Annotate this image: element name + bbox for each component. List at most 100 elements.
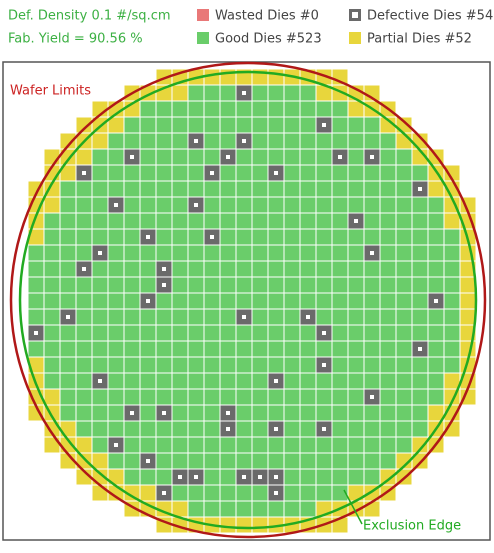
good-die (203, 500, 221, 518)
partial-die (459, 244, 477, 262)
good-die (395, 388, 413, 406)
good-die (331, 436, 349, 454)
good-die (443, 340, 461, 358)
good-die (331, 292, 349, 310)
good-die (363, 212, 381, 230)
partial-die (59, 420, 77, 438)
good-die (347, 436, 365, 454)
good-die (91, 148, 109, 166)
good-die (331, 164, 349, 182)
good-die (235, 100, 253, 118)
good-die (187, 500, 205, 518)
good-die (203, 372, 221, 390)
good-die (75, 292, 93, 310)
defect-dot (242, 315, 246, 319)
good-die (171, 244, 189, 262)
good-die (379, 212, 397, 230)
good-die (187, 452, 205, 470)
good-die (347, 308, 365, 326)
good-die (299, 420, 317, 438)
good-die (347, 196, 365, 214)
good-die (331, 308, 349, 326)
good-die (187, 436, 205, 454)
good-die (267, 84, 285, 102)
good-die (283, 228, 301, 246)
good-die (411, 404, 429, 422)
good-die (363, 356, 381, 374)
good-die (251, 196, 269, 214)
good-die (187, 212, 205, 230)
good-die (203, 356, 221, 374)
good-die (299, 468, 317, 486)
good-die (155, 468, 173, 486)
good-die (379, 132, 397, 150)
good-die (363, 452, 381, 470)
defect-dot (194, 203, 198, 207)
good-die (315, 436, 333, 454)
good-die (107, 308, 125, 326)
good-die (315, 164, 333, 182)
good-die (107, 244, 125, 262)
good-die (251, 276, 269, 294)
good-die (251, 260, 269, 278)
good-die (299, 276, 317, 294)
good-die (123, 436, 141, 454)
good-die (379, 404, 397, 422)
good-die (59, 228, 77, 246)
good-die (187, 244, 205, 262)
good-die (299, 340, 317, 358)
good-die (75, 340, 93, 358)
defect-dot (354, 219, 358, 223)
good-die (331, 356, 349, 374)
good-die (155, 116, 173, 134)
good-die (235, 212, 253, 230)
good-die (187, 420, 205, 438)
good-die (235, 436, 253, 454)
good-die (139, 436, 157, 454)
good-die (299, 84, 317, 102)
good-die (283, 420, 301, 438)
good-die (315, 148, 333, 166)
good-die (59, 244, 77, 262)
partial-die (219, 516, 237, 534)
good-die (299, 100, 317, 118)
good-die (235, 500, 253, 518)
good-die (155, 164, 173, 182)
good-die (251, 436, 269, 454)
exclusion-pointer (343, 489, 363, 525)
good-die (251, 84, 269, 102)
partial-die (235, 516, 253, 534)
defect-dot (338, 155, 342, 159)
good-die (427, 308, 445, 326)
defect-dot (226, 155, 230, 159)
good-die (123, 468, 141, 486)
good-die (299, 356, 317, 374)
good-die (379, 308, 397, 326)
partial-die (251, 516, 269, 534)
good-die (363, 340, 381, 358)
good-die (235, 116, 253, 134)
good-die (331, 244, 349, 262)
good-die (43, 292, 61, 310)
good-die (363, 116, 381, 134)
good-die (107, 356, 125, 374)
good-die (315, 132, 333, 150)
good-die (395, 260, 413, 278)
good-die (235, 340, 253, 358)
good-die (107, 388, 125, 406)
good-die (379, 164, 397, 182)
defect-dot (178, 475, 182, 479)
good-die (443, 276, 461, 294)
good-die (299, 244, 317, 262)
good-die (331, 132, 349, 150)
good-die (43, 212, 61, 230)
good-die (235, 292, 253, 310)
defect-dot (258, 475, 262, 479)
good-die (107, 276, 125, 294)
good-die (347, 356, 365, 374)
good-die (331, 404, 349, 422)
good-die (219, 372, 237, 390)
good-die (363, 436, 381, 454)
good-die (283, 180, 301, 198)
good-die (171, 100, 189, 118)
